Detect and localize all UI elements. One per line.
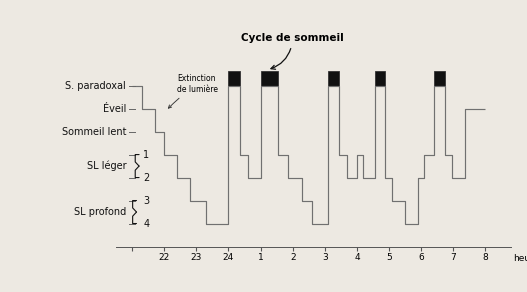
- Bar: [228, 71, 240, 86]
- Text: S. paradoxal: S. paradoxal: [65, 81, 126, 91]
- Bar: [375, 71, 385, 86]
- Text: Éveil: Éveil: [103, 104, 126, 114]
- Bar: [260, 71, 278, 86]
- Text: 3: 3: [143, 196, 149, 206]
- Bar: [434, 71, 445, 86]
- Text: Extinction
de lumière: Extinction de lumière: [169, 74, 218, 108]
- Text: 1: 1: [143, 150, 149, 159]
- Text: Sommeil lent: Sommeil lent: [62, 127, 126, 137]
- Bar: [328, 71, 339, 86]
- Text: 2: 2: [143, 173, 150, 182]
- Text: SL profond: SL profond: [74, 207, 126, 217]
- Text: SL léger: SL léger: [86, 161, 126, 171]
- Text: Cycle de sommeil: Cycle de sommeil: [241, 33, 344, 69]
- Text: 4: 4: [143, 218, 149, 229]
- Text: heures: heures: [513, 253, 527, 263]
